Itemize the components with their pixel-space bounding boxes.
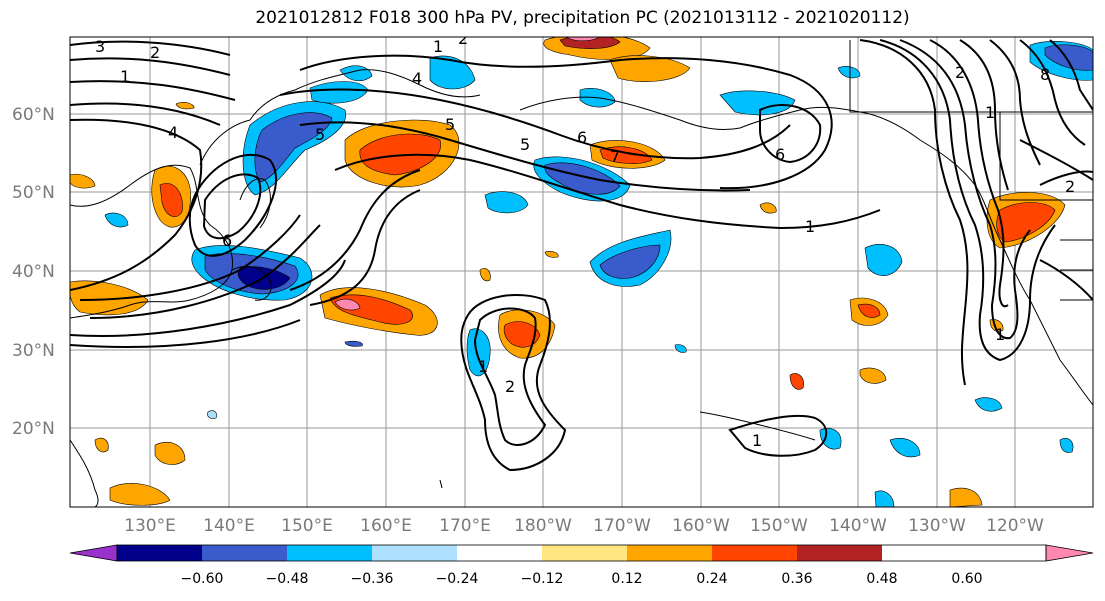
pv-label: 7 [610,147,620,166]
lon-label: 140°W [829,516,887,536]
pv-label: 2 [955,63,965,82]
colorbar-right-extend [1045,544,1094,562]
lon-label: 150°W [750,516,808,536]
colorbar-left-extend [69,544,118,562]
pv-label: 1 [752,431,762,450]
colorbar-tick-label: 0.12 [611,571,642,587]
lat-label: 30°N [12,341,55,361]
colorbar-segment [287,545,372,561]
colorbar-segment [202,545,287,561]
colorbar-frame [116,544,1047,562]
colorbar-segment [542,545,627,561]
lon-label: 170°E [439,516,491,536]
lon-labels: 130°E 140°E 150°E 160°E 170°E 180°W 170°… [124,516,1044,536]
pv-label: 1 [805,217,815,236]
lat-label: 50°N [12,183,55,203]
pv-label: 2 [458,29,468,48]
colorbar-segment [627,545,712,561]
pv-contour-labels: 3 2 1 4 1 2 5 4 5 5 6 7 6 6 1 1 2 1 2 1 … [95,29,1075,450]
colorbar-segment [372,545,457,561]
lat-labels: 60°N 50°N 40°N 30°N 20°N [12,105,55,439]
pv-label: 2 [505,377,515,396]
lon-label: 170°W [593,516,651,536]
colorbar-tick-label: 0.60 [951,571,982,587]
pv-label: 5 [315,125,325,144]
lon-label: 160°E [360,516,412,536]
pv-contours [70,39,1093,472]
pv-label: 3 [95,37,105,56]
colorbar-tick-label: 0.36 [781,571,812,587]
colorbar-tick-label: −0.24 [436,571,479,587]
lon-label: 150°E [281,516,333,536]
lon-label: 130°E [124,516,176,536]
colorbar-segment [117,545,202,561]
pv-label: 4 [412,69,422,88]
lat-label: 40°N [12,262,55,282]
lon-label: 120°W [986,516,1044,536]
pv-label: 4 [168,123,178,142]
map-frame [69,36,1094,508]
colorbar-segment [457,545,542,561]
colorbar-segment [797,545,882,561]
pv-label: 8 [1040,65,1050,84]
pv-label: 2 [150,43,160,62]
colorbar-segment [712,545,797,561]
lat-label: 20°N [12,419,55,439]
lon-label: 140°E [203,516,255,536]
map-title: 2021012812 F018 300 hPa PV, precipitatio… [255,8,910,28]
colorbar-tick-label: −0.60 [181,571,224,587]
lat-label: 60°N [12,105,55,125]
colorbar-tick-label: −0.36 [351,571,394,587]
pv-label: 1 [995,325,1005,344]
colorbar-tick-label: −0.12 [521,571,564,587]
colorbar-tick-label: 0.48 [866,571,897,587]
pv-label: 6 [577,128,587,147]
pv-label: 5 [445,115,455,134]
lon-label: 180°W [514,516,572,536]
pv-label: 6 [222,231,232,250]
colorbar-tick-label: 0.24 [696,571,727,587]
pv-label: 1 [120,67,130,86]
pv-label: 1 [985,103,995,122]
pv-label: 1 [478,357,488,376]
colorbar-tick-label: −0.48 [266,571,309,587]
lon-label: 160°W [672,516,730,536]
lon-label: 130°W [908,516,966,536]
pv-label: 1 [433,37,443,56]
colorbar: −0.60 −0.48 −0.36 −0.24 −0.12 0.12 0.24 … [69,544,1094,587]
pv-label: 2 [1065,177,1075,196]
pv-label: 6 [775,145,785,164]
pv-label: 5 [520,135,530,154]
